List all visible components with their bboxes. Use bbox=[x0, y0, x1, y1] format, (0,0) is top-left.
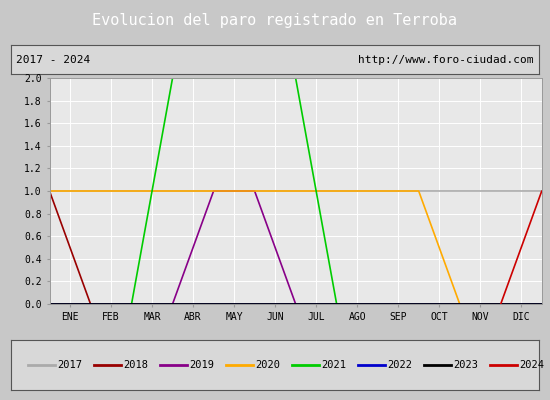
Text: 2023: 2023 bbox=[453, 360, 478, 370]
Text: http://www.foro-ciudad.com: http://www.foro-ciudad.com bbox=[358, 55, 534, 65]
Text: 2017: 2017 bbox=[57, 360, 82, 370]
Text: 2020: 2020 bbox=[255, 360, 280, 370]
Text: 2022: 2022 bbox=[387, 360, 412, 370]
Text: 2019: 2019 bbox=[189, 360, 214, 370]
Text: Evolucion del paro registrado en Terroba: Evolucion del paro registrado en Terroba bbox=[92, 14, 458, 28]
Text: 2018: 2018 bbox=[123, 360, 148, 370]
Text: 2024: 2024 bbox=[519, 360, 544, 370]
Text: 2017 - 2024: 2017 - 2024 bbox=[16, 55, 91, 65]
Text: 2021: 2021 bbox=[321, 360, 346, 370]
